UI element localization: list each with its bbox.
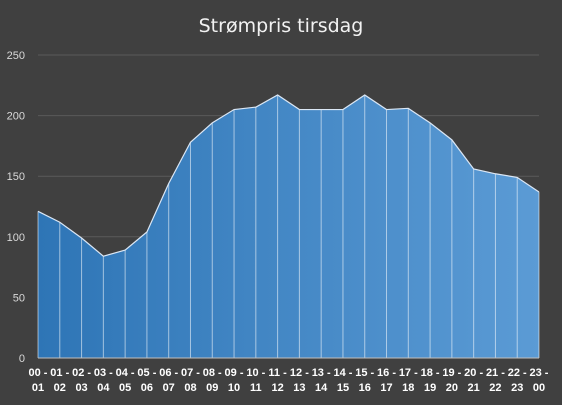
x-tick-label: 04 -05 bbox=[116, 367, 135, 394]
x-tick-label: 17 -18 bbox=[399, 367, 418, 394]
chart-title: Strømpris tirsdag bbox=[199, 15, 364, 37]
x-tick-label: 18 -19 bbox=[421, 367, 440, 394]
x-tick-label: 20 -21 bbox=[464, 367, 483, 394]
x-tick-label: 06 -07 bbox=[159, 367, 178, 394]
x-tick-label: 10 -11 bbox=[246, 367, 265, 394]
x-tick-label: 05 -06 bbox=[137, 367, 156, 394]
x-tick-label: 00 -01 bbox=[29, 367, 48, 394]
x-tick-label: 03 -04 bbox=[94, 367, 113, 394]
x-tick-label: 16 -17 bbox=[377, 367, 396, 394]
x-tick-label: 19 -20 bbox=[442, 367, 461, 394]
y-tick-label: 200 bbox=[7, 111, 25, 123]
x-tick-label: 07 -08 bbox=[181, 367, 200, 394]
x-tick-label: 02 -03 bbox=[72, 367, 91, 394]
series-line bbox=[37, 94, 540, 257]
area-fill bbox=[38, 94, 539, 358]
x-tick-label: 21 -22 bbox=[486, 367, 505, 394]
x-tick-label: 13 -14 bbox=[312, 367, 331, 394]
y-tick-label: 250 bbox=[7, 50, 25, 62]
x-tick-label: 08 -09 bbox=[203, 367, 222, 394]
x-tick-label: 11 -12 bbox=[268, 367, 287, 394]
x-tick-label: 22 -23 bbox=[508, 367, 527, 394]
y-tick-label: 150 bbox=[7, 171, 25, 183]
y-tick-label: 0 bbox=[19, 353, 25, 365]
x-tick-label: 01 -02 bbox=[50, 367, 69, 394]
x-tick-label: 09 -10 bbox=[225, 367, 244, 394]
x-tick-label: 15 -16 bbox=[355, 367, 374, 394]
x-tick-label: 23 -00 bbox=[530, 367, 549, 394]
y-tick-label: 100 bbox=[7, 232, 25, 244]
y-tick-label: 50 bbox=[13, 292, 25, 304]
x-tick-label: 12 -13 bbox=[290, 367, 309, 394]
x-tick-label: 14 -15 bbox=[333, 367, 352, 394]
